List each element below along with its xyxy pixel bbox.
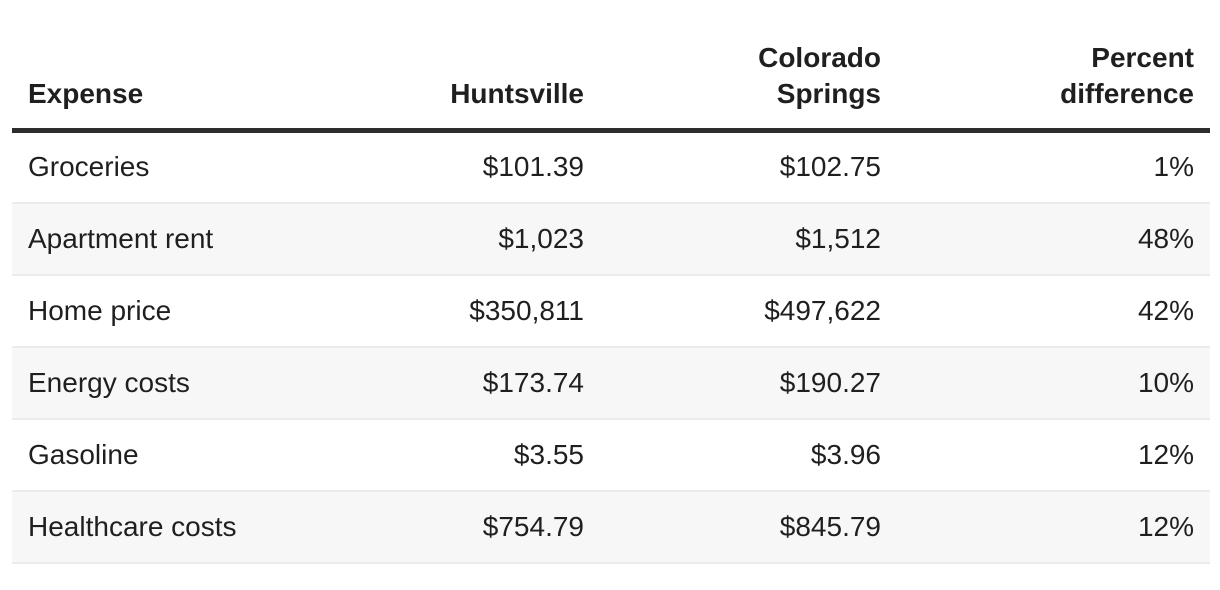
column-header-huntsville: Huntsville [312,16,600,133]
table-row: Healthcare costs $754.79 $845.79 12% [12,490,1210,564]
cell-huntsville: $101.39 [312,130,600,204]
cell-percent-difference: 42% [897,274,1210,348]
cell-huntsville: $3.55 [312,418,600,492]
cell-huntsville: $754.79 [312,490,600,564]
cell-expense: Apartment rent [12,202,312,276]
cell-percent-difference: 48% [897,202,1210,276]
cell-huntsville: $173.74 [312,346,600,420]
cost-comparison-table: Expense Huntsville Colorado Springs Percent… [12,16,1210,564]
cell-percent-difference: 12% [897,490,1210,564]
table-row: Groceries $101.39 $102.75 1% [12,130,1210,204]
cell-colorado-springs: $845.79 [600,490,897,564]
cell-percent-difference: 12% [897,418,1210,492]
cell-huntsville: $1,023 [312,202,600,276]
column-header-percent-difference: Percent difference [897,16,1210,133]
cell-colorado-springs: $1,512 [600,202,897,276]
table-row: Home price $350,811 $497,622 42% [12,274,1210,348]
cell-expense: Energy costs [12,346,312,420]
cell-huntsville: $350,811 [312,274,600,348]
table-body: Groceries $101.39 $102.75 1% Apartment rent $… [12,130,1210,564]
table-row: Apartment rent $1,023 $1,512 48% [12,202,1210,276]
table-row: Energy costs $173.74 $190.27 10% [12,346,1210,420]
table-row: Gasoline $3.55 $3.96 12% [12,418,1210,492]
cell-expense: Groceries [12,130,312,204]
cell-expense: Home price [12,274,312,348]
cell-colorado-springs: $497,622 [600,274,897,348]
cell-percent-difference: 10% [897,346,1210,420]
cell-expense: Healthcare costs [12,490,312,564]
header-row: Expense Huntsville Colorado Springs Percent… [12,16,1210,133]
cell-colorado-springs: $190.27 [600,346,897,420]
cell-colorado-springs: $3.96 [600,418,897,492]
column-header-colorado-springs: Colorado Springs [600,16,897,133]
column-header-expense: Expense [12,16,312,133]
cell-colorado-springs: $102.75 [600,130,897,204]
cell-expense: Gasoline [12,418,312,492]
table-container: Expense Huntsville Colorado Springs Percent… [12,16,1210,564]
cell-percent-difference: 1% [897,130,1210,204]
